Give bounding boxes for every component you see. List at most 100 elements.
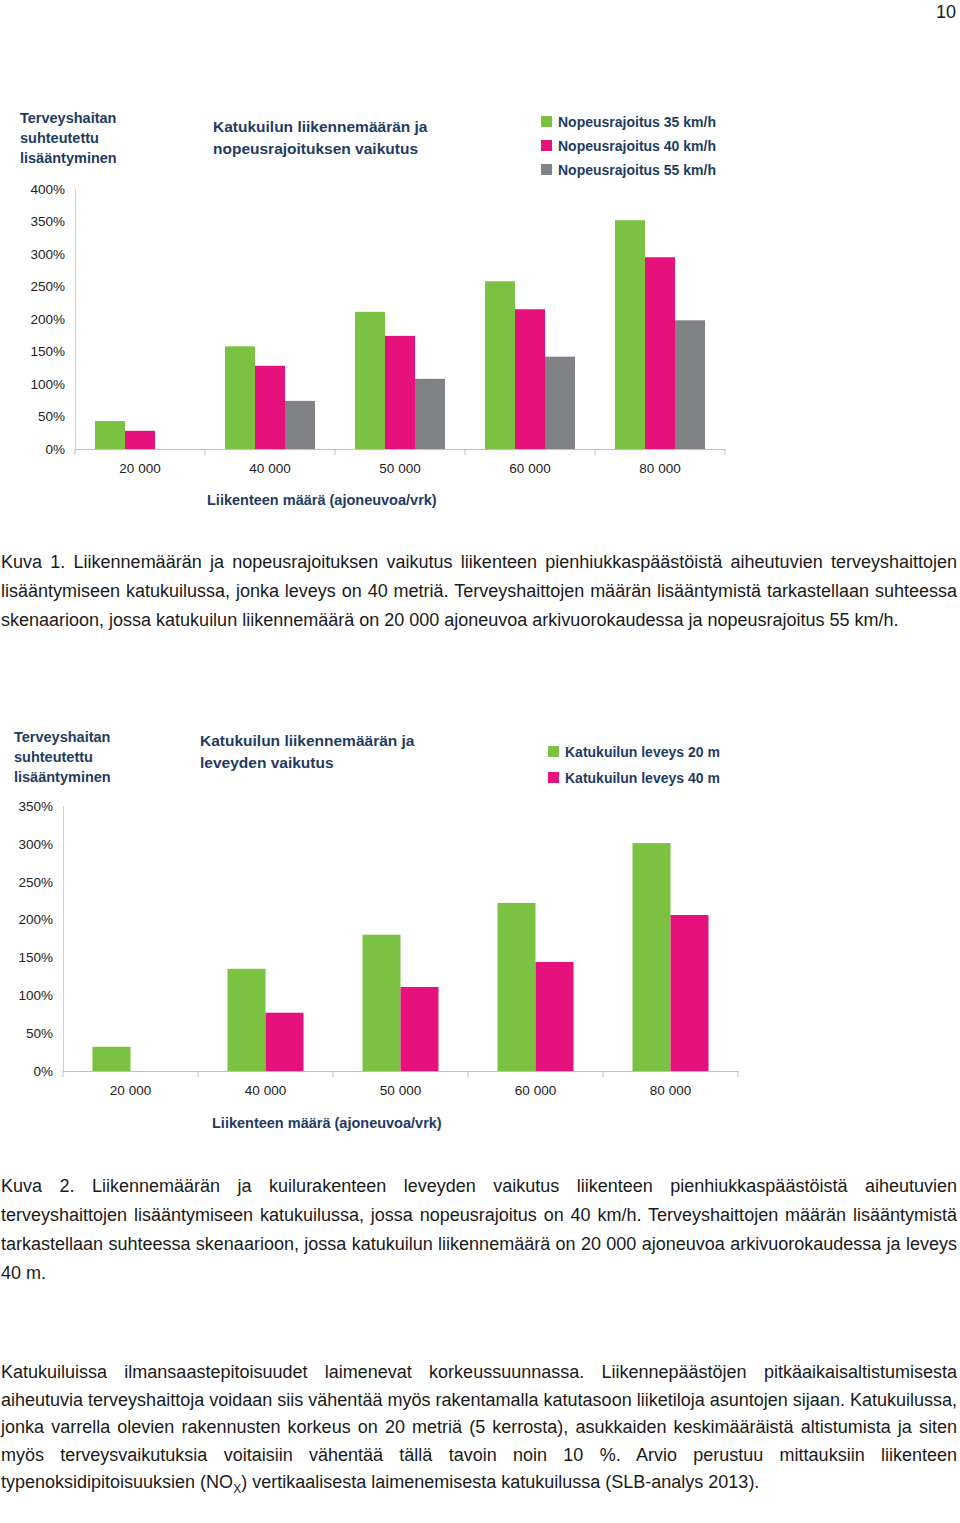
legend-swatch [548,772,559,783]
legend: Nopeusrajoitus 35 km/hNopeusrajoitus 40 … [541,114,716,178]
x-tick-label: 80 000 [639,461,680,476]
x-tick: 60 000 [515,1071,556,1098]
page-graphics: 0%50%100%150%200%250%300%350%400%20 0004… [0,0,960,1523]
axis-line [64,1071,739,1072]
bar [225,346,255,449]
text-line: nopeusrajoituksen vaikutus [213,140,418,157]
chart-title: Katukuilun liikennemäärän ja nopeusrajoit… [213,118,428,157]
category-separator [198,1071,199,1077]
y-tick: 200% [18,912,63,927]
bar [615,220,645,449]
legend-swatch [541,116,552,127]
y-tick-label: 50% [38,409,65,424]
bar [93,1047,131,1071]
text-line: Terveyshaitan [20,110,116,126]
legend-label: Nopeusrajoitus 40 km/h [558,138,716,154]
x-tick-label: 80 000 [650,1083,691,1098]
text-run: ) vertikaalisesta laimenemisesta katukui… [241,1472,759,1492]
y-tick-label: 350% [30,214,65,229]
y-tick-label: 150% [18,950,53,965]
bar [633,843,671,1071]
x-tick: 60 000 [509,449,550,476]
y-tick: 200% [30,312,75,327]
y-tick: 350% [18,799,63,814]
bar [355,312,385,449]
text-line: suhteutettu [20,130,99,146]
y-tick-label: 100% [30,377,65,392]
bar [95,421,125,449]
y-axis: 0% 50% 100% 150% 200% 250% 300% 350% [18,799,63,1079]
bar [255,366,285,449]
bar [228,969,266,1071]
y-tick: 150% [30,344,75,359]
y-tick-label: 100% [18,988,53,1003]
y-tick: 0% [33,1064,63,1079]
page-number: 10 [936,2,956,23]
y-tick: 0% [45,442,75,457]
y-tick: 300% [30,247,75,262]
category-separator [468,1071,469,1077]
paragraph: Katukuiluissa ilmansaastepitoisuudet lai… [1,1359,957,1497]
x-tick: 20 000 [119,449,160,476]
x-tick: 80 000 [639,449,680,476]
text-line: lisääntyminen [14,769,111,785]
bars [93,843,709,1071]
category-separator [63,1071,64,1077]
y-tick-label: 250% [18,875,53,890]
x-tick-label: 50 000 [379,461,420,476]
bar [363,935,401,1071]
category-separator [335,449,336,455]
chart: 0% 50% 100% 150% 200% 250% 300% 350% 400% 20 000 4… [20,110,726,508]
y-axis-title: Terveyshaitan suhteutettu lisääntyminen [14,729,111,785]
x-tick-label: 60 000 [509,461,550,476]
caption: Kuva 1. Liikennemäärän ja nopeusrajoituk… [1,548,957,635]
x-axis: 20 000 40 000 50 000 60 000 80 000 [64,1071,739,1098]
x-tick: 50 000 [380,1071,421,1098]
y-tick-label: 200% [30,312,65,327]
y-tick-label: 200% [18,912,53,927]
y-tick-label: 300% [18,837,53,852]
y-tick: 300% [18,837,63,852]
x-tick-label: 40 000 [245,1083,286,1098]
y-tick-label: 400% [30,182,65,197]
bar [671,915,709,1071]
bar [401,987,439,1071]
text-line: lisääntyminen [20,150,117,166]
bar [675,320,705,449]
bar [285,401,315,449]
y-axis: 0% 50% 100% 150% 200% 250% 300% 350% 400% [30,182,75,457]
legend-swatch [541,164,552,175]
y-tick: 350% [30,214,75,229]
category-separator [333,1071,334,1077]
x-tick: 50 000 [379,449,420,476]
caption: Kuva 2. Liikennemäärän ja kuilurakenteen… [1,1172,957,1288]
y-tick-label: 50% [26,1026,53,1041]
text-line: Terveyshaitan [14,729,110,745]
x-axis-title: Liikenteen määrä (ajoneuvoa/vrk) [207,492,437,508]
y-tick: 400% [30,182,75,197]
y-tick: 50% [26,1026,63,1041]
y-tick: 50% [38,409,75,424]
text-line: suhteutettu [14,749,93,765]
y-tick-label: 250% [30,279,65,294]
bar [645,257,675,449]
x-tick: 40 000 [245,1071,286,1098]
x-tick-label: 20 000 [110,1083,151,1098]
x-axis: 20 000 40 000 50 000 60 000 80 000 [76,449,726,476]
y-tick-label: 350% [18,799,53,814]
legend-swatch [541,140,552,151]
text-line: leveyden vaikutus [200,754,334,771]
axis-line [63,807,64,1072]
category-separator [603,1071,604,1077]
legend-label: Katukuilun leveys 20 m [565,744,720,760]
axis-line [75,190,76,450]
bars [95,220,705,449]
text-line: Katukuilun liikennemäärän ja [213,118,428,135]
bar [498,903,536,1071]
bar [385,336,415,449]
x-tick: 40 000 [249,449,290,476]
axis-line [76,449,726,450]
x-tick-label: 50 000 [380,1083,421,1098]
category-separator [738,1071,739,1077]
category-separator [465,449,466,455]
